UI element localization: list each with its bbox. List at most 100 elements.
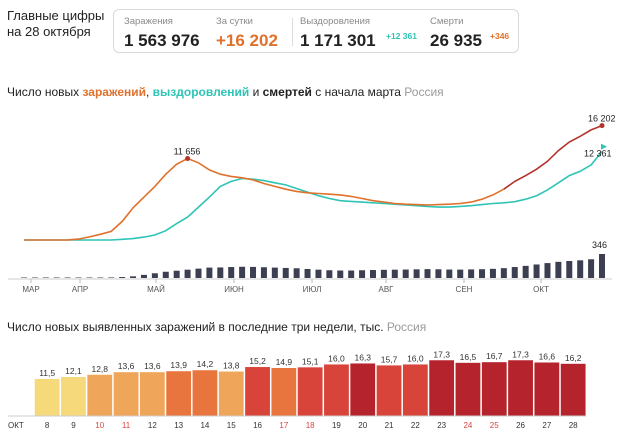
bar [429, 360, 455, 416]
death-bar [53, 277, 60, 278]
x-category-label: 16 [253, 421, 262, 430]
death-bar [64, 277, 71, 278]
bar-value-label: 17,3 [433, 349, 450, 359]
death-bar [293, 268, 300, 278]
death-bar [31, 277, 38, 278]
bar [87, 374, 113, 416]
x-category-label: 20 [358, 421, 367, 430]
death-bar [75, 277, 82, 278]
bar [166, 371, 192, 416]
death-bar [140, 274, 147, 278]
death-bar [304, 268, 311, 278]
x-category-label: 10 [95, 421, 104, 430]
recoveries-flag-icon [601, 143, 607, 152]
death-bar [577, 260, 584, 278]
x-tick-label: МАЙ [147, 285, 165, 294]
bar [245, 367, 270, 416]
x-category-label: 12 [148, 421, 157, 430]
x-category-label: 27 [542, 421, 551, 430]
x-category-label: 15 [227, 421, 236, 430]
line-chart: 11 656 16 202 12 361 346 МАР АПР МАЙ ИЮН ИЮЛ АВГ С… [8, 114, 616, 294]
daily-label: За сутки [216, 16, 253, 27]
title-part: Число новых [7, 85, 83, 99]
bar [218, 371, 244, 416]
death-bar [326, 270, 333, 278]
death-bar [260, 267, 267, 278]
death-bar [533, 264, 540, 278]
death-bar [271, 267, 278, 278]
bar [455, 362, 481, 416]
death-bar [119, 277, 126, 278]
bar-value-label: 12,1 [65, 366, 82, 376]
deaths-end-label: 346 [592, 240, 607, 250]
bar-value-label: 16,2 [565, 353, 582, 363]
death-bar [555, 261, 562, 278]
x-category-label: 24 [463, 421, 472, 430]
death-bar [108, 277, 115, 278]
death-bar [97, 277, 104, 278]
bar-value-label: 13,6 [118, 361, 135, 371]
x-category-label: 21 [385, 421, 394, 430]
x-tick-label: АПР [72, 285, 88, 294]
bar [560, 363, 586, 416]
daily-value: +16 202 [216, 31, 278, 50]
infections-end-dot [599, 123, 605, 129]
bar [402, 364, 428, 416]
bar-value-label: 15,1 [302, 356, 319, 366]
death-bar [457, 269, 464, 278]
death-bar [282, 267, 289, 278]
death-bar [359, 270, 366, 278]
bar-region-label: Россия [386, 320, 427, 334]
x-category-label: 22 [411, 421, 420, 430]
region-label: Россия [404, 85, 444, 99]
bar [271, 367, 297, 416]
deaths-label: Смерти [430, 16, 464, 27]
bar [297, 367, 323, 416]
infections-value: 1 563 976 [124, 31, 200, 50]
x-category-label: 19 [332, 421, 341, 430]
bar [113, 372, 139, 416]
infections-end-label: 16 202 [588, 114, 616, 124]
x-category-label: 14 [200, 421, 209, 430]
bar-value-label: 16,0 [328, 353, 345, 363]
infections-peak-label: 11 656 [174, 146, 201, 156]
death-bar [599, 254, 605, 278]
bar-value-label: 12,8 [91, 364, 108, 374]
bar-value-label: 16,5 [460, 352, 477, 362]
bar [350, 363, 376, 416]
death-bar [369, 270, 376, 278]
bar-value-label: 13,6 [144, 361, 161, 371]
x-category-label: 9 [71, 421, 76, 430]
death-bar [21, 277, 27, 278]
death-bar [151, 273, 158, 278]
recoveries-label: Выздоровления [300, 16, 371, 27]
death-bar [86, 277, 93, 278]
x-tick-label: АВГ [378, 285, 394, 294]
title-line-1: Главные цифры [7, 8, 105, 23]
death-bar [42, 277, 49, 278]
title-deaths: смертей [262, 85, 312, 99]
x-category-label: 25 [490, 421, 499, 430]
stats-card: Заражения 1 563 976 За сутки +16 202 Выз… [113, 9, 519, 53]
x-category-label: 28 [569, 421, 578, 430]
death-bar [511, 267, 518, 278]
death-bar [468, 269, 475, 278]
bar-value-label: 17,3 [512, 349, 529, 359]
bar [481, 362, 507, 416]
death-bar [402, 269, 409, 278]
bar [324, 364, 349, 416]
death-bar [195, 268, 202, 278]
x-category-label: 8 [45, 421, 50, 430]
x-tick-label: ИЮЛ [303, 285, 322, 294]
bar [34, 378, 60, 416]
x-category-label: 13 [174, 421, 183, 430]
x-tick-label: ИЮН [224, 285, 244, 294]
death-bar [566, 261, 573, 278]
death-bar [184, 269, 191, 278]
recoveries-delta: +12 361 [386, 31, 417, 41]
x-tick-label: МАР [22, 285, 39, 294]
death-bar [544, 263, 551, 278]
death-bar [522, 265, 529, 278]
bar-value-label: 11,5 [39, 368, 55, 378]
recoveries-end-label: 12 361 [584, 149, 612, 159]
